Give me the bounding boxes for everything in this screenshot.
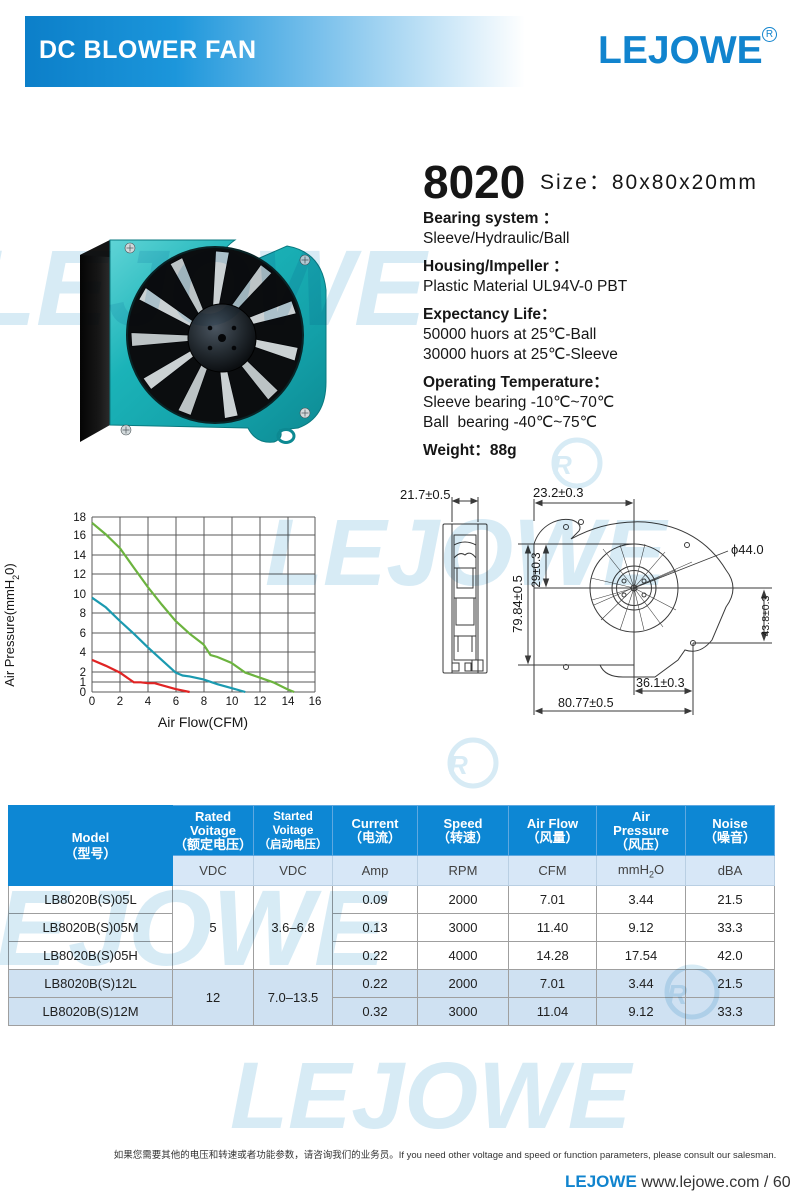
svg-text:36.1±0.3: 36.1±0.3 bbox=[636, 676, 685, 690]
svg-text:23.2±0.3: 23.2±0.3 bbox=[533, 488, 584, 500]
svg-text:4: 4 bbox=[145, 696, 152, 708]
svg-text:LEJOWE: LEJOWE bbox=[230, 1043, 634, 1149]
svg-text:18: 18 bbox=[73, 512, 86, 524]
svg-text:4: 4 bbox=[80, 647, 87, 659]
svg-text:12: 12 bbox=[254, 696, 267, 708]
svg-text:Air Flow(CFM): Air Flow(CFM) bbox=[158, 714, 248, 730]
svg-text:80.77±0.5: 80.77±0.5 bbox=[558, 696, 614, 710]
svg-text:10: 10 bbox=[73, 589, 86, 601]
svg-text:14: 14 bbox=[73, 550, 86, 562]
svg-text:2: 2 bbox=[117, 696, 123, 708]
svg-text:R: R bbox=[449, 750, 468, 780]
svg-text:6: 6 bbox=[80, 628, 86, 640]
svg-text:6: 6 bbox=[173, 696, 179, 708]
svg-text:43.8±0.3: 43.8±0.3 bbox=[760, 595, 772, 636]
svg-text:8: 8 bbox=[201, 696, 207, 708]
svg-text:2: 2 bbox=[80, 667, 86, 679]
svg-text:16: 16 bbox=[73, 530, 86, 542]
svg-text:8: 8 bbox=[80, 608, 86, 620]
svg-text:16: 16 bbox=[309, 696, 322, 708]
svg-text:10: 10 bbox=[226, 696, 239, 708]
svg-text:79.84±0.5: 79.84±0.5 bbox=[510, 575, 525, 633]
svg-text:Air Pressure(mmH20): Air Pressure(mmH20) bbox=[2, 563, 21, 686]
svg-text:0: 0 bbox=[89, 696, 95, 708]
svg-text:ϕ44.0: ϕ44.0 bbox=[731, 542, 764, 557]
svg-text:14: 14 bbox=[282, 696, 295, 708]
svg-text:21.7±0.5: 21.7±0.5 bbox=[400, 488, 451, 502]
svg-text:12: 12 bbox=[73, 569, 86, 581]
svg-text:29±0.3: 29±0.3 bbox=[531, 552, 543, 587]
